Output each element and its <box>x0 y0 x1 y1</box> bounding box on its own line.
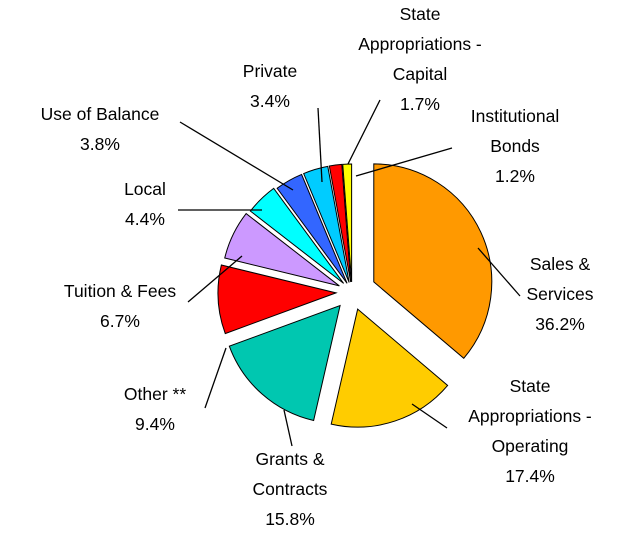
category-label: Use of Balance <box>41 104 160 124</box>
value-label: 3.4% <box>250 91 290 111</box>
category-label-line: State <box>510 376 551 396</box>
slice-label: Use of Balance 3.8% <box>41 104 160 154</box>
category-label-line: Bonds <box>490 136 540 156</box>
slice-label: State Appropriations - Operating 17.4% <box>468 376 592 486</box>
category-label-line: State <box>400 4 441 24</box>
leader-line <box>477 247 521 297</box>
slice-label: Other ** 9.4% <box>124 384 186 434</box>
value-label: 17.4% <box>505 466 555 486</box>
leader-line <box>187 255 243 303</box>
category-label-line: Appropriations - <box>358 34 482 54</box>
category-label-line: Operating <box>492 436 569 456</box>
pie-slice <box>224 212 340 287</box>
category-label-line: Private <box>243 61 297 81</box>
category-label-line: Services <box>526 284 593 304</box>
leader-line <box>179 121 294 191</box>
category-label: Tuition & Fees <box>64 281 176 301</box>
slice-label: Grants & Contracts 15.8% <box>253 449 328 529</box>
category-label-line: Institutional <box>471 106 560 126</box>
pie-slice <box>302 165 350 283</box>
category-label: State Appropriations - Capital <box>358 4 482 84</box>
category-label: Institutional Bonds <box>471 106 560 156</box>
category-label: Grants & Contracts <box>253 449 328 499</box>
category-label: Local <box>124 179 166 199</box>
slice-label: Sales & Services 36.2% <box>526 254 593 334</box>
value-label: 4.4% <box>125 209 165 229</box>
pie-slice <box>328 163 352 283</box>
slice-label: State Appropriations - Capital 1.7% <box>358 4 482 114</box>
slice-label: Local 4.4% <box>124 179 166 229</box>
value-label: 3.8% <box>80 134 120 154</box>
category-label: Private <box>243 61 297 81</box>
pie-slice <box>217 264 338 335</box>
leader-line <box>317 107 323 183</box>
value-label: 15.8% <box>265 509 315 529</box>
category-label-line: Grants & <box>255 449 324 469</box>
value-label: 36.2% <box>535 314 585 334</box>
pie-slice <box>373 163 493 359</box>
category-label-line: Capital <box>393 64 447 84</box>
leader-line <box>355 147 453 177</box>
value-label: 1.7% <box>400 94 440 114</box>
value-label: 1.2% <box>495 166 535 186</box>
value-label: 9.4% <box>135 414 175 434</box>
leader-line <box>411 403 448 429</box>
category-label-line: Tuition & Fees <box>64 281 176 301</box>
leader-line <box>204 347 227 409</box>
category-label-line: Appropriations - <box>468 406 592 426</box>
category-label: State Appropriations - Operating <box>468 376 592 456</box>
leader-line <box>283 409 293 447</box>
pie-slice <box>330 308 449 428</box>
slice-label: Institutional Bonds 1.2% <box>471 106 560 186</box>
slice-label: Private 3.4% <box>243 61 297 111</box>
pie-slice <box>249 187 345 284</box>
category-label-line: Use of Balance <box>41 104 160 124</box>
leader-line <box>342 99 381 175</box>
category-label: Other ** <box>124 384 186 404</box>
category-label-line: Sales & <box>530 254 591 274</box>
value-label: 6.7% <box>100 311 140 331</box>
category-label-line: Local <box>124 179 166 199</box>
category-label-line: Contracts <box>253 479 328 499</box>
category-label: Sales & Services <box>526 254 593 304</box>
category-label-line: Other ** <box>124 384 186 404</box>
pie-slice <box>276 173 348 284</box>
pie-slice <box>228 304 341 422</box>
slice-label: Tuition & Fees 6.7% <box>64 281 176 331</box>
pie-slice <box>342 163 353 283</box>
